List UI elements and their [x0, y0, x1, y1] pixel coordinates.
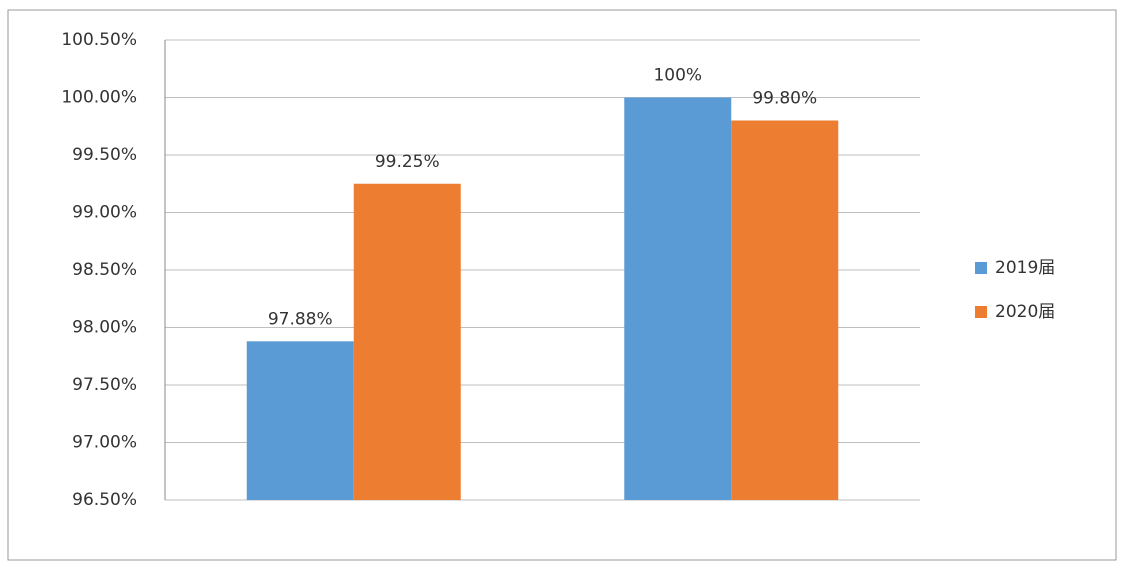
y-tick-label: 98.50%: [72, 260, 137, 280]
legend-swatch: [975, 262, 987, 274]
y-tick-label: 100.50%: [61, 30, 137, 50]
y-tick-label: 96.50%: [72, 490, 137, 510]
y-tick-label: 97.00%: [72, 433, 137, 453]
page: 96.50% 97.00% 97.50% 98.00% 98.50% 99.00% 99.5…: [0, 0, 1123, 567]
legend-label: 2020届: [995, 302, 1055, 322]
value-label: 97.88%: [268, 309, 333, 329]
value-label: 99.80%: [752, 89, 817, 109]
bar: [247, 341, 354, 500]
y-tick-label: 97.50%: [72, 375, 137, 395]
bar: [624, 98, 731, 501]
y-tick-label: 99.00%: [72, 203, 137, 223]
bar: [731, 121, 838, 501]
chart: 96.50% 97.00% 97.50% 98.00% 98.50% 99.00% 99.5…: [0, 0, 1123, 567]
value-label: 99.25%: [375, 152, 440, 172]
y-tick-label: 99.50%: [72, 145, 137, 165]
y-tick-label: 98.00%: [72, 318, 137, 338]
value-label: 100%: [653, 66, 702, 86]
y-tick-label: 100.00%: [61, 88, 137, 108]
chart-frame: [8, 10, 1116, 560]
bar: [354, 184, 461, 500]
legend-swatch: [975, 306, 987, 318]
legend-label: 2019届: [995, 258, 1055, 278]
